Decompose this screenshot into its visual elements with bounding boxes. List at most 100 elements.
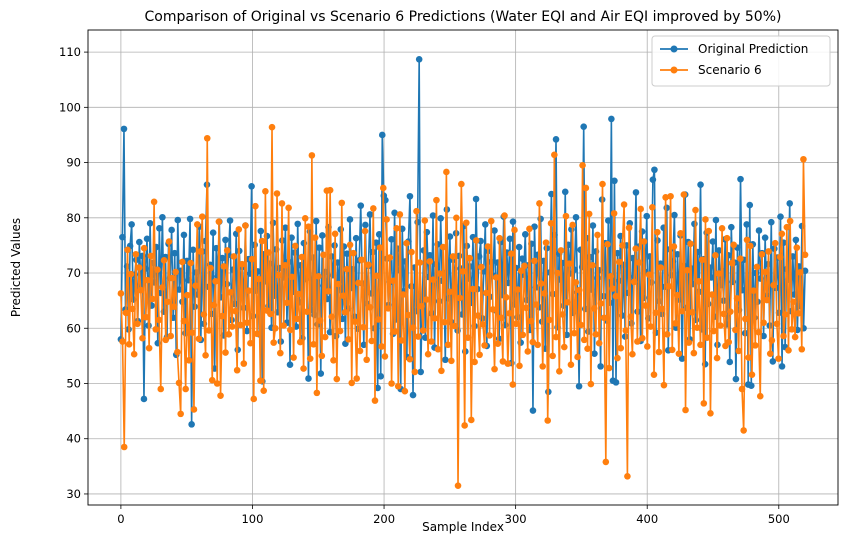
data-point [517, 267, 525, 275]
data-point [655, 348, 663, 356]
data-point [272, 324, 279, 332]
data-point [137, 286, 145, 294]
data-point [639, 334, 646, 342]
data-point [190, 406, 198, 413]
data-point [278, 200, 286, 207]
data-point [511, 226, 518, 234]
data-point [351, 318, 359, 325]
data-point [253, 330, 261, 338]
data-point [175, 379, 183, 387]
data-point [767, 218, 775, 226]
data-point [376, 244, 384, 251]
data-point [117, 290, 125, 297]
data-point [179, 258, 186, 266]
data-point [132, 250, 140, 258]
data-point [619, 242, 626, 249]
data-point [614, 249, 621, 257]
data-point [589, 222, 597, 229]
data-point [193, 221, 201, 228]
data-point [743, 236, 751, 244]
data-point [559, 311, 566, 318]
data-point [167, 332, 175, 340]
data-point [235, 226, 243, 233]
legend-label: Original Prediction [698, 42, 808, 56]
data-point [403, 239, 410, 247]
data-point [801, 251, 809, 259]
data-point [198, 213, 206, 220]
data-point [608, 115, 615, 123]
data-point [657, 264, 664, 271]
data-point [189, 246, 197, 254]
data-point [477, 263, 485, 271]
data-point [411, 368, 419, 376]
data-point [487, 217, 495, 225]
data-point [310, 340, 317, 348]
x-tick-label: 100 [241, 512, 263, 526]
data-point [434, 345, 442, 353]
data-point [691, 220, 698, 228]
data-point [348, 379, 356, 387]
data-point [238, 260, 246, 268]
data-point [643, 212, 651, 220]
data-point [777, 213, 784, 220]
data-point [472, 237, 480, 244]
data-point [438, 367, 445, 375]
data-point [710, 327, 718, 335]
data-point [537, 215, 544, 223]
data-point [647, 323, 654, 330]
data-point [454, 482, 462, 489]
data-point [791, 333, 799, 341]
series-layer [117, 55, 809, 489]
data-point [554, 269, 561, 277]
data-point [129, 305, 136, 313]
data-point [562, 212, 570, 220]
data-point [325, 287, 332, 295]
data-point [752, 269, 760, 277]
data-point [338, 199, 346, 207]
data-point [775, 355, 782, 362]
data-point [233, 366, 241, 374]
legend-marker [670, 66, 678, 74]
data-point [551, 151, 558, 159]
data-point [531, 223, 538, 230]
data-point [557, 247, 565, 254]
data-point [640, 238, 648, 245]
data-point [594, 231, 601, 239]
data-point [524, 348, 532, 355]
data-point [223, 247, 231, 254]
data-point [396, 211, 404, 218]
data-point [205, 327, 213, 334]
data-point [602, 458, 610, 466]
data-point [512, 320, 520, 328]
data-point [446, 233, 454, 240]
data-point [715, 270, 723, 277]
data-point [394, 382, 402, 390]
data-point [479, 321, 487, 328]
data-point [375, 231, 383, 238]
legend: Original Prediction Scenario 6 [651, 35, 831, 87]
data-point [352, 234, 360, 242]
data-point [506, 235, 514, 243]
x-axis-label: Sample Index [422, 520, 504, 534]
data-point [399, 291, 407, 298]
data-point [472, 195, 480, 203]
data-point [743, 221, 750, 228]
data-point [355, 279, 362, 287]
data-point [294, 220, 302, 228]
data-point [417, 368, 425, 376]
data-point [705, 227, 713, 235]
data-point [697, 181, 704, 188]
data-point [227, 289, 234, 296]
data-point [697, 341, 704, 349]
data-point [768, 337, 776, 344]
data-point [650, 371, 658, 378]
data-point [649, 176, 657, 183]
data-point [630, 278, 638, 286]
data-point [561, 188, 569, 196]
data-point [747, 382, 755, 389]
data-point [663, 204, 671, 212]
data-point [200, 311, 208, 318]
data-point [195, 335, 203, 343]
data-point [565, 260, 573, 267]
data-point [393, 224, 400, 232]
